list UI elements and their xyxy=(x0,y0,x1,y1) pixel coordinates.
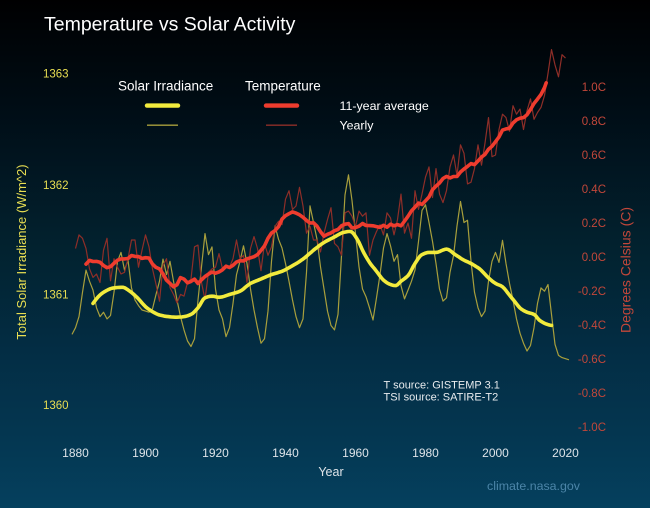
svg-text:Degrees Celsius (C): Degrees Celsius (C) xyxy=(618,207,634,333)
svg-text:-0.4C: -0.4C xyxy=(578,320,606,332)
svg-text:1880: 1880 xyxy=(62,446,89,460)
svg-text:-0.6C: -0.6C xyxy=(578,354,606,366)
svg-text:0.0C: 0.0C xyxy=(582,252,606,264)
svg-text:1362: 1362 xyxy=(43,180,69,192)
svg-text:1940: 1940 xyxy=(272,446,299,460)
svg-text:2020: 2020 xyxy=(552,446,579,460)
svg-text:TSI source: SATIRE-T2: TSI source: SATIRE-T2 xyxy=(384,392,499,404)
svg-text:Year: Year xyxy=(318,465,343,479)
svg-text:0.2C: 0.2C xyxy=(582,218,606,230)
svg-text:Temperature: Temperature xyxy=(245,79,321,94)
svg-text:1960: 1960 xyxy=(342,446,369,460)
svg-text:1920: 1920 xyxy=(202,446,229,460)
svg-text:-0.8C: -0.8C xyxy=(578,388,606,400)
svg-text:-0.2C: -0.2C xyxy=(578,286,606,298)
svg-text:Total Solar Irradiance (W/m^2): Total Solar Irradiance (W/m^2) xyxy=(14,164,29,339)
svg-text:Yearly: Yearly xyxy=(340,119,375,133)
svg-text:11-year average: 11-year average xyxy=(340,99,429,113)
svg-text:1900: 1900 xyxy=(132,446,159,460)
svg-text:T source: GISTEMP 3.1: T source: GISTEMP 3.1 xyxy=(384,379,500,391)
svg-text:-1.0C: -1.0C xyxy=(578,422,606,434)
svg-text:0.6C: 0.6C xyxy=(582,150,606,162)
svg-text:1363: 1363 xyxy=(43,69,69,81)
svg-text:Temperature vs Solar Activity: Temperature vs Solar Activity xyxy=(44,14,296,36)
svg-text:0.4C: 0.4C xyxy=(582,184,606,196)
svg-text:1.0C: 1.0C xyxy=(582,82,606,94)
svg-text:climate.nasa.gov: climate.nasa.gov xyxy=(487,479,581,493)
svg-text:1360: 1360 xyxy=(43,400,69,412)
svg-text:0.8C: 0.8C xyxy=(582,116,606,128)
svg-text:1980: 1980 xyxy=(412,446,439,460)
svg-text:2000: 2000 xyxy=(482,446,509,460)
svg-text:Solar Irradiance: Solar Irradiance xyxy=(118,79,213,94)
svg-text:1361: 1361 xyxy=(43,289,69,301)
